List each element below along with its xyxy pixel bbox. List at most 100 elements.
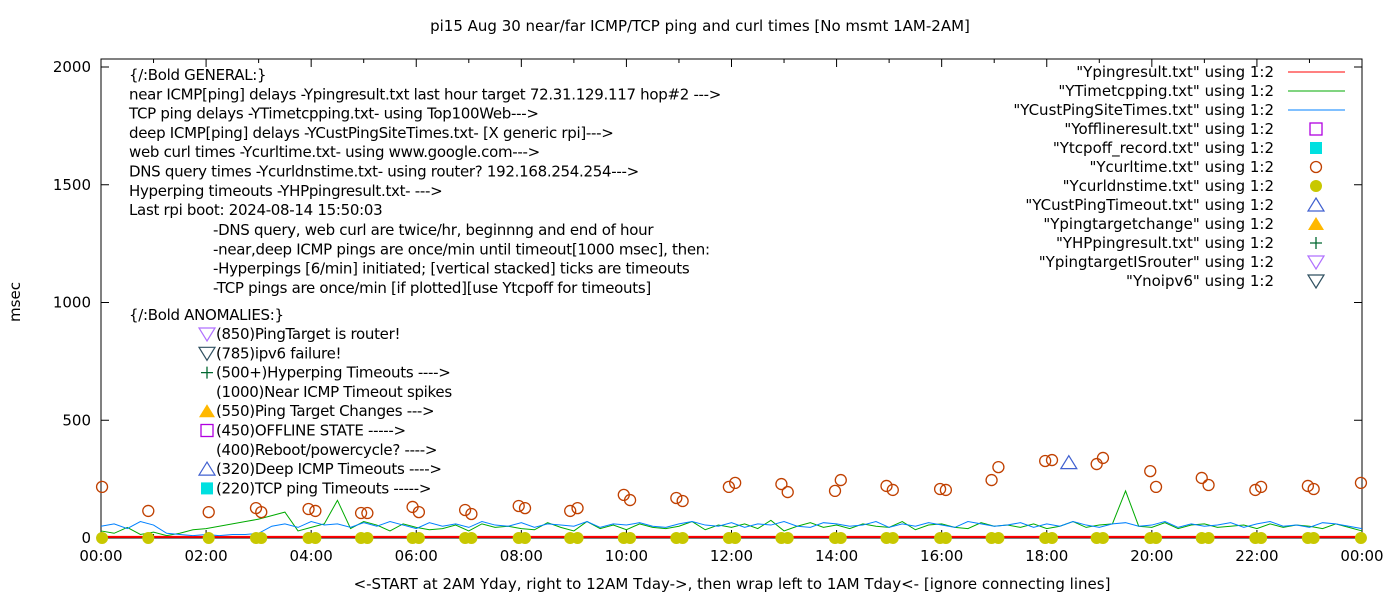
x-tick-label: 18:00	[1025, 547, 1068, 565]
data-point-dns	[412, 532, 425, 544]
circle-marker	[933, 482, 947, 496]
circle-marker	[729, 532, 742, 544]
x-tick-label: 12:00	[710, 547, 753, 565]
circle-marker	[623, 493, 637, 507]
data-point-curl	[458, 503, 472, 517]
circle-marker	[1046, 532, 1059, 544]
data-point-curl	[1096, 451, 1110, 465]
circle-marker	[354, 506, 368, 520]
legend-marker-noipv6	[1306, 274, 1326, 290]
anomaly-line: (320)Deep ICMP Timeouts ---->	[216, 460, 442, 478]
anomaly-marker-hp	[201, 366, 213, 379]
data-point-dns	[202, 532, 215, 544]
legend-marker-dns	[1310, 180, 1322, 192]
circle-marker	[985, 473, 998, 487]
annotation-general-line: {/:Bold GENERAL:}	[129, 66, 266, 84]
square-marker	[201, 482, 213, 495]
data-point-curl	[518, 501, 532, 515]
circle-marker	[571, 501, 584, 515]
legend-marker-offline	[1309, 122, 1323, 136]
circle-marker	[309, 532, 322, 544]
data-point-curl	[775, 477, 788, 491]
data-point-curl	[985, 473, 998, 487]
legend-label: "YHPpingresult.txt" using 1:2	[1056, 234, 1274, 252]
circle-marker	[1096, 451, 1110, 465]
triangle-down-marker	[1306, 255, 1326, 271]
data-point-curl	[202, 505, 215, 519]
annotation-general-line: deep ICMP[ping] delays -YCustPingSiteTim…	[129, 124, 614, 142]
circle-marker	[886, 532, 899, 544]
legend-label: "Ytcpoff_record.txt" using 1:2	[1053, 139, 1274, 158]
circle-marker	[939, 532, 952, 544]
data-point-curl	[412, 505, 426, 519]
plus-marker	[1310, 237, 1322, 249]
circle-marker	[142, 504, 155, 518]
anomaly-line: (1000)Near ICMP Timeout spikes	[216, 383, 452, 401]
circle-marker	[722, 480, 736, 494]
circle-marker	[412, 505, 426, 519]
x-tick-label: 22:00	[1235, 547, 1278, 565]
legend-label: "Yofflineresult.txt" using 1:2	[1064, 120, 1274, 138]
data-point-curl	[302, 502, 315, 516]
square-marker	[1310, 142, 1322, 154]
annotation-general-line: Hyperping timeouts -YHPpingresult.txt- -…	[129, 182, 442, 200]
legend-label: "YCustPingSiteTimes.txt" using 1:2	[1013, 101, 1274, 119]
circle-marker	[412, 532, 425, 544]
series-line-cust	[100, 520, 1363, 537]
circle-marker	[1301, 479, 1315, 493]
y-tick-label: 1000	[53, 294, 91, 312]
data-point-dns	[781, 532, 794, 544]
legend-marker-targetchange	[1308, 217, 1324, 230]
data-point-dns	[834, 532, 847, 544]
anomaly-line: (450)OFFLINE STATE ----->	[216, 422, 406, 440]
data-point-curl	[828, 484, 842, 498]
series-line-tcp	[100, 489, 1363, 537]
legend-marker-custTimeout	[1306, 196, 1326, 212]
square-marker	[1309, 122, 1323, 136]
triangle-down-marker	[197, 346, 217, 362]
y-tick-label: 2000	[53, 58, 91, 76]
data-point-dns	[1150, 532, 1163, 544]
circle-marker	[142, 532, 155, 544]
data-point-curl	[722, 480, 736, 494]
circle-marker	[1149, 480, 1163, 494]
data-point-curl	[939, 483, 953, 497]
data-point-dns	[1255, 532, 1268, 544]
circle-marker	[1039, 454, 1052, 468]
circle-marker	[1354, 532, 1367, 544]
y-tick-label: 1500	[53, 176, 91, 194]
square-marker	[200, 423, 214, 438]
annotation-general-line: TCP ping delays -YTimetcpping.txt- using…	[128, 105, 539, 123]
data-point-dns	[1307, 532, 1320, 544]
anomaly-line: (400)Reboot/powercycle? ---->	[216, 441, 437, 459]
circle-marker	[676, 532, 689, 544]
data-point-curl	[354, 506, 368, 520]
data-point-dns	[1202, 532, 1215, 544]
circle-marker	[202, 505, 215, 519]
annotation-general-line: web curl times -Ycurltime.txt- using www…	[129, 143, 540, 161]
data-point-curl	[834, 473, 847, 487]
data-point-curl	[95, 480, 109, 494]
y-tick-label: 500	[62, 411, 91, 429]
legend-marker-isrouter	[1306, 255, 1326, 271]
x-tick-label: 14:00	[815, 547, 858, 565]
data-point-curl	[933, 482, 947, 496]
circle-marker	[1090, 457, 1103, 471]
circle-marker	[202, 532, 215, 544]
x-tick-label: 08:00	[500, 547, 543, 565]
triangle-marker	[1308, 217, 1324, 230]
data-point-curl	[1144, 464, 1157, 478]
circle-marker	[465, 507, 478, 521]
circle-marker	[361, 532, 374, 544]
legend-label: "YCustPingTimeout.txt" using 1:2	[1025, 196, 1274, 214]
x-tick-label: 02:00	[184, 547, 227, 565]
annotation-general-line: near ICMP[ping] delays -Ypingresult.txt …	[129, 85, 721, 103]
circle-marker	[729, 476, 742, 490]
anomaly-line: (550)Ping Target Changes --->	[216, 402, 434, 420]
anomalies-header: {/:Bold ANOMALIES:}	[129, 306, 284, 324]
chart-title: pi15 Aug 30 near/far ICMP/TCP ping and c…	[430, 17, 970, 35]
annotation-general-line: Last rpi boot: 2024-08-14 15:50:03	[129, 201, 382, 219]
x-tick-label: 20:00	[1130, 547, 1173, 565]
x-tick-label: 06:00	[395, 547, 438, 565]
data-point-curl	[1045, 453, 1059, 467]
